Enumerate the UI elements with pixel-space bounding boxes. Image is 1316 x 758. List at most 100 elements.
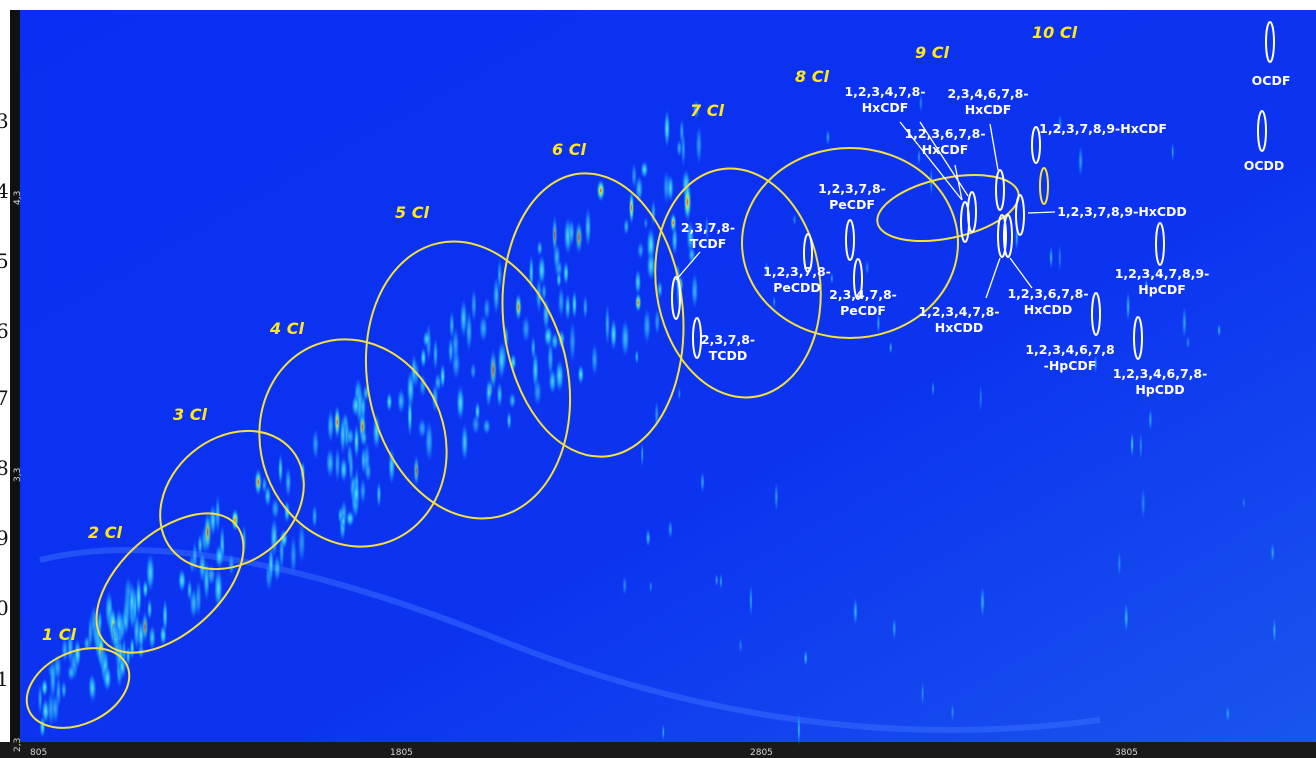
- peak: [774, 481, 779, 513]
- compound-label: 1,2,3,7,8-: [818, 181, 886, 196]
- spot: [1133, 316, 1143, 360]
- peak: [548, 368, 557, 395]
- y-tick-label: 9: [0, 526, 9, 550]
- peak: [397, 388, 406, 415]
- peak: [1185, 335, 1191, 350]
- peaks: [37, 93, 1277, 747]
- peak: [661, 723, 665, 742]
- compound-label: 1,2,3,4,6,7,8: [1025, 342, 1114, 357]
- peak: [360, 393, 367, 422]
- peak: [634, 349, 639, 365]
- compound-label: OCDF: [1252, 73, 1291, 88]
- peak: [372, 412, 381, 451]
- peak: [764, 261, 769, 276]
- ring: [741, 147, 959, 339]
- peak: [917, 148, 921, 166]
- ring: [159, 429, 305, 571]
- peak: [1217, 323, 1221, 338]
- peak: [432, 337, 439, 372]
- compound-label: 1,2,3,4,7,8-: [918, 304, 999, 319]
- peak: [889, 341, 893, 354]
- peak: [623, 217, 630, 236]
- peak: [663, 108, 671, 149]
- compound-label: PeCDD: [773, 280, 821, 295]
- peak: [584, 206, 592, 248]
- peak: [676, 139, 683, 158]
- peak: [41, 678, 48, 697]
- labels: 1 Cl 2 Cl 3 Cl 4 Cl 5 Cl 6 Cl 7 Cl 8 Cl 9 Cl 10 C…: [0, 23, 1290, 758]
- ring: [25, 647, 131, 729]
- spot: [1003, 214, 1013, 258]
- peak: [792, 213, 797, 226]
- peak: [680, 130, 686, 169]
- peak: [1123, 602, 1129, 634]
- peak: [547, 339, 554, 378]
- peak: [542, 296, 550, 332]
- spot: [671, 276, 681, 320]
- ring: [876, 174, 1020, 242]
- peak: [273, 554, 282, 583]
- y-tick-label: 4: [0, 179, 9, 203]
- compound-label: HpCDD: [1135, 382, 1184, 397]
- peak: [1242, 496, 1246, 509]
- y-tick-label: 3: [0, 109, 9, 133]
- peak: [634, 268, 642, 296]
- y-tick-label: 4,3: [13, 191, 23, 205]
- peak: [654, 308, 661, 336]
- compound-label: 1,2,3,6,7,8-: [1007, 286, 1088, 301]
- peak: [604, 302, 610, 347]
- compound-label: PeCDF: [840, 303, 886, 318]
- peak: [195, 578, 202, 619]
- spot: [692, 317, 702, 359]
- peak: [198, 550, 207, 584]
- compound-label: 1,2,3,4,7,8,9-: [1115, 266, 1210, 281]
- peak: [439, 362, 446, 390]
- peak: [1130, 433, 1134, 458]
- y-tick-label: 5: [0, 249, 9, 273]
- group-label: 3 Cl: [173, 405, 207, 424]
- spot: [1015, 194, 1025, 236]
- peak: [646, 250, 656, 281]
- peak: [271, 497, 280, 520]
- peak: [772, 295, 776, 309]
- leader: [899, 121, 963, 201]
- peak: [1272, 616, 1277, 645]
- peak: [67, 663, 76, 682]
- compound-label: TCDD: [709, 348, 747, 363]
- peak: [325, 447, 335, 479]
- peak: [497, 257, 503, 293]
- peak: [635, 175, 644, 203]
- peak: [61, 636, 69, 663]
- peak: [129, 636, 135, 660]
- peak: [483, 296, 491, 322]
- leader-lines: [675, 121, 1056, 299]
- peak: [206, 564, 216, 586]
- peak: [345, 510, 355, 527]
- peak: [1171, 142, 1175, 162]
- peak: [470, 287, 477, 323]
- peak: [628, 189, 635, 226]
- peak: [704, 214, 709, 242]
- peak: [1148, 407, 1153, 432]
- peak: [424, 419, 434, 463]
- spot: [803, 233, 813, 273]
- y-axis-strip: [10, 10, 20, 742]
- compound-label: 2,3,4,6,7,8-: [947, 86, 1028, 101]
- compound-label: 2,3,4,7,8-: [829, 287, 897, 302]
- peak: [359, 477, 367, 505]
- compound-label: HxCDD: [1024, 302, 1072, 317]
- compound-label: 1,2,3,4,7,8-: [844, 84, 925, 99]
- peak: [277, 453, 284, 486]
- peak: [148, 624, 156, 651]
- peak: [261, 476, 268, 494]
- peak: [1225, 705, 1230, 722]
- peak: [289, 534, 297, 577]
- group-label: 2 Cl: [88, 523, 122, 542]
- peak: [186, 578, 193, 602]
- peak: [557, 285, 565, 319]
- spot: [1031, 126, 1041, 164]
- compound-label: HxCDD: [935, 320, 983, 335]
- peak: [876, 311, 881, 335]
- peak: [931, 380, 935, 398]
- ring: [95, 512, 245, 654]
